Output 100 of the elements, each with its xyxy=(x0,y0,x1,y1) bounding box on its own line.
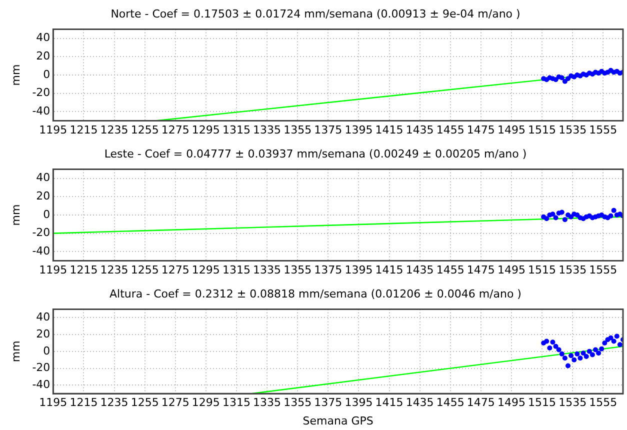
y-tick-label: 40 xyxy=(36,171,50,184)
y-tick-label: 40 xyxy=(36,31,50,44)
x-tick-label: 1235 xyxy=(100,263,128,276)
x-tick-label: 1475 xyxy=(466,123,495,136)
y-axis-title: mm xyxy=(9,204,22,226)
y-tick-label: -40 xyxy=(32,244,50,258)
y-tick-label: 20 xyxy=(36,190,50,203)
point xyxy=(559,210,564,215)
point xyxy=(550,212,556,217)
x-tick-label: 1515 xyxy=(528,263,556,276)
y-tick-label: -40 xyxy=(32,104,50,118)
x-tick-label: 1395 xyxy=(344,396,373,410)
x-tick-label: 1555 xyxy=(589,123,618,136)
x-tick-label: 1215 xyxy=(70,396,98,410)
x-tick-label: 1275 xyxy=(161,263,190,276)
x-axis-title: Semana GPS xyxy=(302,414,374,428)
x-tick-label: 1395 xyxy=(344,263,373,276)
x-tick-label: 1415 xyxy=(375,396,404,410)
point xyxy=(559,351,564,356)
x-tick-label: 1415 xyxy=(375,263,404,276)
point xyxy=(562,356,568,361)
y-tick-label: 0 xyxy=(43,344,50,358)
point xyxy=(553,77,558,82)
point xyxy=(559,75,564,80)
x-tick-label: 1335 xyxy=(253,396,282,410)
point xyxy=(568,214,574,220)
y-tick-label: -20 xyxy=(32,226,50,240)
x-tick-label: 1315 xyxy=(222,263,250,276)
point xyxy=(599,346,604,352)
point xyxy=(608,335,614,340)
x-tick-label: 1375 xyxy=(314,123,342,136)
x-tick-label: 1255 xyxy=(130,263,159,276)
x-tick-label: 1355 xyxy=(284,263,312,276)
x-tick-label: 1455 xyxy=(436,263,464,276)
y-tick-label: 20 xyxy=(36,327,50,340)
x-tick-label: 1315 xyxy=(222,396,250,410)
x-tick-label: 1255 xyxy=(130,123,159,136)
x-tick-label: 1235 xyxy=(100,123,128,136)
point xyxy=(590,352,595,358)
point xyxy=(544,216,550,222)
x-tick-label: 1355 xyxy=(284,396,312,410)
point xyxy=(553,344,558,349)
x-tick-label: 1295 xyxy=(192,263,220,276)
x-tick-label: 1535 xyxy=(558,123,587,136)
x-tick-label: 1435 xyxy=(406,263,434,276)
x-tick-label: 1495 xyxy=(497,123,526,136)
x-tick-label: 1455 xyxy=(436,123,464,136)
x-tick-label: 1435 xyxy=(406,396,434,410)
x-tick-label: 1295 xyxy=(192,123,220,136)
x-tick-label: 1355 xyxy=(284,123,312,136)
point xyxy=(556,347,562,352)
point xyxy=(602,340,608,346)
y-tick-label: 40 xyxy=(36,310,50,324)
point xyxy=(574,212,580,218)
point xyxy=(550,340,556,345)
y-tick-label: -20 xyxy=(32,361,50,374)
point xyxy=(574,351,580,356)
x-tick-label: 1535 xyxy=(558,263,587,276)
x-tick-label: 1195 xyxy=(39,396,68,410)
x-tick-label: 1315 xyxy=(222,123,250,136)
point xyxy=(614,334,620,339)
point xyxy=(544,338,550,344)
x-tick-label: 1495 xyxy=(497,263,526,276)
x-tick-label: 1515 xyxy=(528,123,556,136)
x-tick-label: 1215 xyxy=(70,263,98,276)
chart-title: Altura - Coef = 0.2312 ± 0.08818 mm/semana (0.01206 ± 0.0046 m/ano ) xyxy=(110,287,522,300)
y-tick-label: 20 xyxy=(36,50,50,63)
x-tick-label: 1295 xyxy=(192,396,220,410)
x-tick-label: 1255 xyxy=(130,396,159,410)
point xyxy=(586,348,592,354)
x-tick-label: 1415 xyxy=(375,123,404,136)
x-tick-label: 1195 xyxy=(39,263,68,276)
y-axis-title: mm xyxy=(9,64,22,86)
x-tick-label: 1475 xyxy=(466,396,495,410)
x-tick-label: 1335 xyxy=(253,123,282,136)
x-tick-label: 1215 xyxy=(70,123,98,136)
point xyxy=(580,350,586,356)
point xyxy=(568,353,574,358)
point xyxy=(566,363,571,368)
chart-title: Norte - Coef = 0.17503 ± 0.01724 mm/semana (0.00913 ± 9e-04 m/ano ) xyxy=(110,7,520,20)
x-tick-label: 1335 xyxy=(253,263,282,276)
y-tick-label: 0 xyxy=(43,208,50,221)
point xyxy=(608,213,614,218)
point xyxy=(578,356,583,361)
x-tick-label: 1275 xyxy=(161,123,190,136)
y-axis-title: mm xyxy=(9,340,22,362)
x-tick-label: 1395 xyxy=(344,123,373,136)
chart-title: Leste - Coef = 0.04777 ± 0.03937 mm/semana (0.00249 ± 0.00205 m/ano ) xyxy=(104,147,527,160)
point xyxy=(584,354,589,359)
point xyxy=(562,78,568,84)
y-tick-label: -40 xyxy=(32,378,50,392)
x-tick-label: 1435 xyxy=(406,123,434,136)
point xyxy=(611,208,616,213)
x-tick-label: 1375 xyxy=(314,396,342,410)
y-tick-label: 0 xyxy=(43,68,50,81)
point xyxy=(562,217,568,222)
x-tick-label: 1275 xyxy=(161,396,190,410)
point xyxy=(547,346,552,351)
x-tick-label: 1555 xyxy=(589,396,618,410)
x-tick-label: 1475 xyxy=(466,263,495,276)
